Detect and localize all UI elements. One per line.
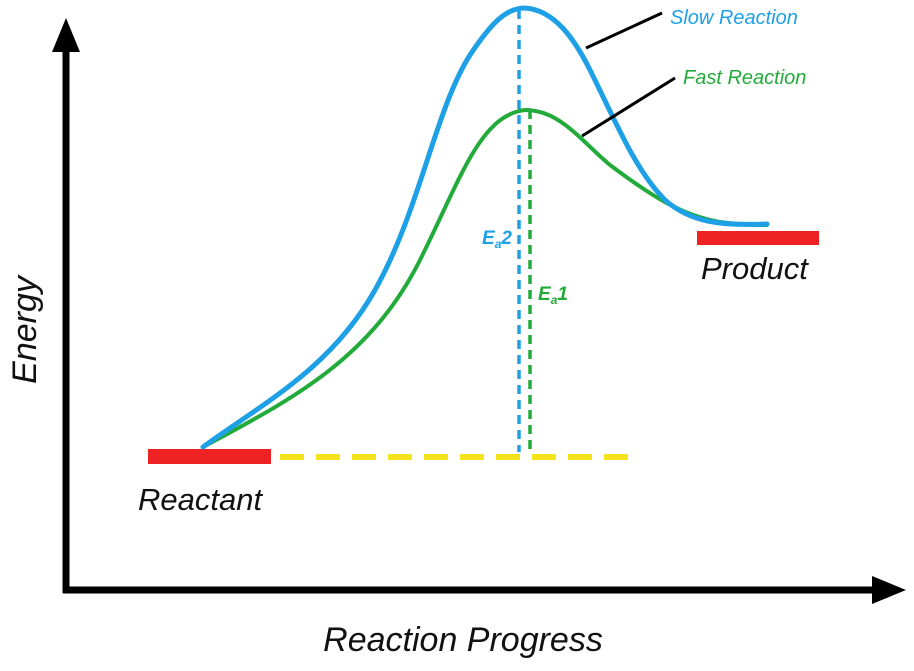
slow-reaction-label: Slow Reaction <box>670 7 798 29</box>
activation-energy-fast-num: 1 <box>557 284 568 305</box>
activation-energy-slow-base: E <box>482 228 496 249</box>
fast-reaction-label: Fast Reaction <box>683 67 806 89</box>
activation-energy-fast-base: E <box>538 284 552 305</box>
x-axis-label: Reaction Progress <box>323 621 603 659</box>
fast-reaction-leader <box>581 76 676 138</box>
slow-reaction-leader <box>585 11 663 50</box>
product-level-bar <box>697 231 819 245</box>
activation-energy-slow-label: Ea2 <box>482 228 512 251</box>
fast-reaction-curve <box>203 107 769 448</box>
x-axis-arrow <box>872 576 906 604</box>
activation-energy-slow-sub: a <box>495 237 502 251</box>
activation-energy-fast-sub: a <box>551 293 558 307</box>
y-axis-label: Energy <box>6 274 44 384</box>
axes <box>52 18 906 604</box>
activation-energy-fast-label: Ea1 <box>538 284 568 307</box>
reactant-label: Reactant <box>138 482 263 517</box>
y-axis-arrow <box>52 18 80 52</box>
slow-reaction-curve <box>200 5 770 450</box>
reactant-level-bar <box>148 449 271 464</box>
product-label: Product <box>701 251 809 286</box>
activation-energy-slow-num: 2 <box>500 228 512 249</box>
